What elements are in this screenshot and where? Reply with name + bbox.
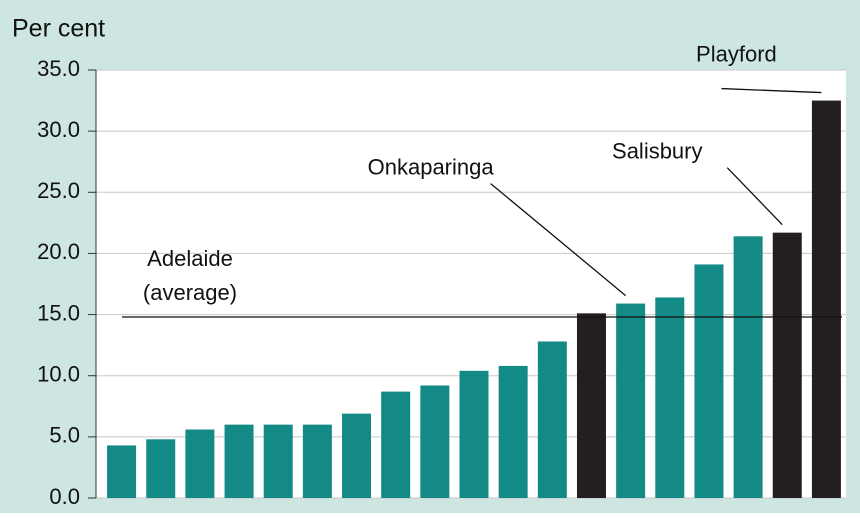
y-tick-label: 15.0	[37, 300, 80, 325]
reference-label: Adelaide	[147, 246, 233, 271]
leader-line	[726, 167, 783, 226]
bar	[302, 424, 332, 498]
y-tick-label: 0.0	[49, 484, 80, 509]
bar	[655, 297, 685, 498]
bar	[772, 232, 802, 498]
bar	[420, 385, 450, 498]
leader-line	[721, 87, 822, 94]
y-tick-label: 25.0	[37, 178, 80, 203]
bar-annotation: Onkaparinga	[368, 154, 495, 179]
bar	[185, 429, 215, 498]
bar	[537, 341, 567, 498]
bar	[576, 313, 606, 498]
bar	[381, 391, 411, 498]
bar	[498, 365, 528, 498]
bar	[146, 439, 176, 498]
y-tick-label: 20.0	[37, 239, 80, 264]
leader-line	[490, 183, 627, 297]
bar	[694, 264, 724, 498]
y-tick-label: 5.0	[49, 423, 80, 448]
bar	[459, 370, 489, 498]
reference-label: (average)	[143, 280, 237, 305]
bar	[733, 236, 763, 498]
bar-annotation: Playford	[696, 41, 777, 66]
bar	[224, 424, 254, 498]
bar	[107, 445, 137, 498]
y-tick-label: 30.0	[37, 117, 80, 142]
bar-annotation: Salisbury	[612, 138, 702, 163]
bar	[342, 413, 372, 498]
bar	[616, 303, 646, 498]
y-tick-label: 35.0	[37, 56, 80, 81]
y-axis-label: Per cent	[12, 15, 105, 43]
bar	[263, 424, 293, 498]
bar	[811, 100, 841, 499]
y-tick-label: 10.0	[37, 362, 80, 387]
